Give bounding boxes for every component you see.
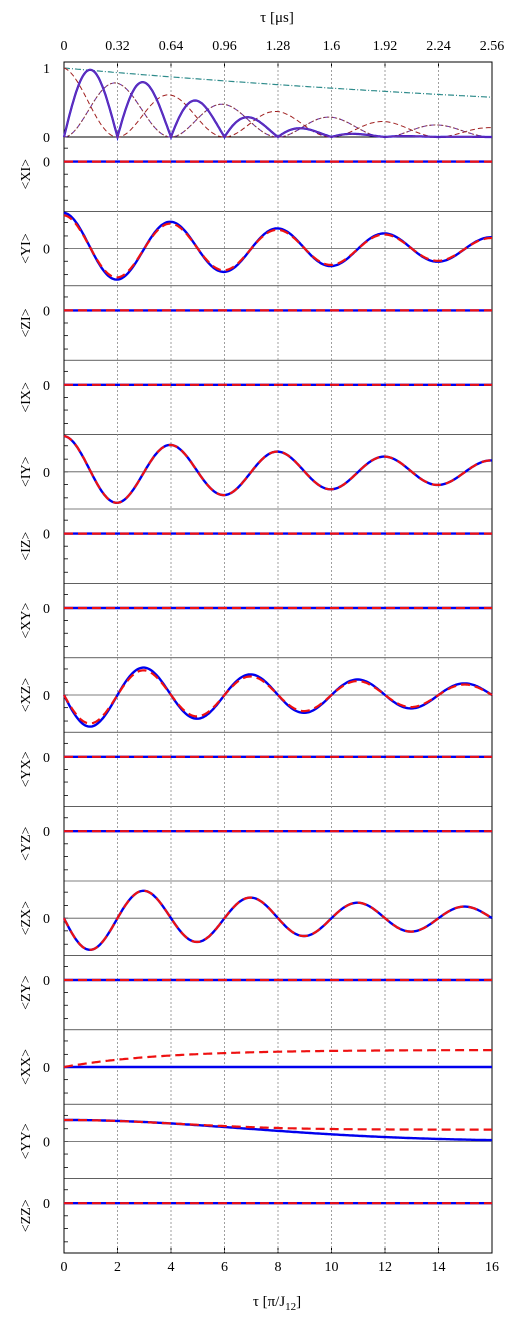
panel-label: <YY> [19,1123,34,1159]
panel-label: <IY> [19,456,34,487]
panel-zero-tick: 0 [43,379,50,394]
bottom-tick-label: 8 [275,1260,282,1275]
panel-label: <IX> [19,382,34,413]
panel-zero-tick: 0 [43,243,50,258]
panel-label: <YI> [19,233,34,264]
panel-label: <XX> [19,1049,34,1085]
panel-zero-tick: 0 [43,825,50,840]
top-tick-label: 1.28 [266,39,291,54]
panel-zero-tick: 0 [43,528,50,543]
oscillation-curve [63,82,492,138]
top-tick-label: 2.24 [426,39,451,54]
red-series-line [63,214,492,279]
panel-label: <ZZ> [19,1199,34,1232]
bottom-tick-label: 14 [432,1260,446,1275]
panel-label: <XI> [19,159,34,190]
panel-zero-tick: 0 [43,974,50,989]
envelope-line [63,67,493,98]
red-series-line [63,1049,492,1069]
panel-label: <XZ> [19,678,34,713]
fidelity-purple-curve [63,69,492,141]
top-tick-label: 0.64 [159,39,184,54]
bottom-tick-label: 2 [114,1260,121,1275]
top-tick-label: 1.92 [373,39,398,54]
bottom-tick-label: 4 [168,1260,175,1275]
red-series-line [63,889,493,951]
red-series-line [64,1118,492,1131]
panel-zero-tick: 0 [43,156,50,171]
blue-series-line [62,666,493,728]
top-tick-label: 0.32 [105,39,130,54]
panel-zero-tick: 0 [43,689,50,704]
panel-label: <YZ> [19,826,34,861]
panel-label: <XY> [19,602,34,638]
top-panel-ytick: 1 [43,62,50,77]
bottom-axis-label: τ [π/J12] [253,1294,301,1313]
panel-label: <ZX> [19,901,34,936]
bottom-tick-label: 16 [485,1260,499,1275]
top-panel-ytick: 0 [43,131,50,146]
panel-zero-tick: 0 [43,1197,50,1212]
bottom-tick-label: 6 [221,1260,228,1275]
top-time-axis: τ [μs] [260,10,294,26]
top-tick-label: 1.6 [323,39,341,54]
red-series-line [63,435,492,504]
bottom-tick-label: 12 [378,1260,392,1275]
top-tick-label: 0 [61,39,68,54]
panel-zero-tick: 0 [43,1135,50,1150]
panel-zero-tick: 0 [43,912,50,927]
panel-zero-tick: 0 [43,466,50,481]
panel-label: <YX> [19,751,34,787]
panel-label: <ZY> [19,975,34,1010]
top-tick-label: 0.96 [212,39,237,54]
bottom-tick-label: 0 [61,1260,68,1275]
top-axis-label: τ [μs] [260,10,294,26]
panel-label: <IZ> [19,532,34,561]
panel-label: <ZI> [19,308,34,337]
top-tick-label: 2.56 [480,39,505,54]
panel-zero-tick: 0 [43,751,50,766]
panel-zero-tick: 0 [43,304,50,319]
panel-zero-tick: 0 [43,1061,50,1076]
panel-zero-tick: 0 [43,602,50,617]
oscillation-curve [63,67,493,138]
bottom-tick-label: 10 [325,1260,339,1275]
